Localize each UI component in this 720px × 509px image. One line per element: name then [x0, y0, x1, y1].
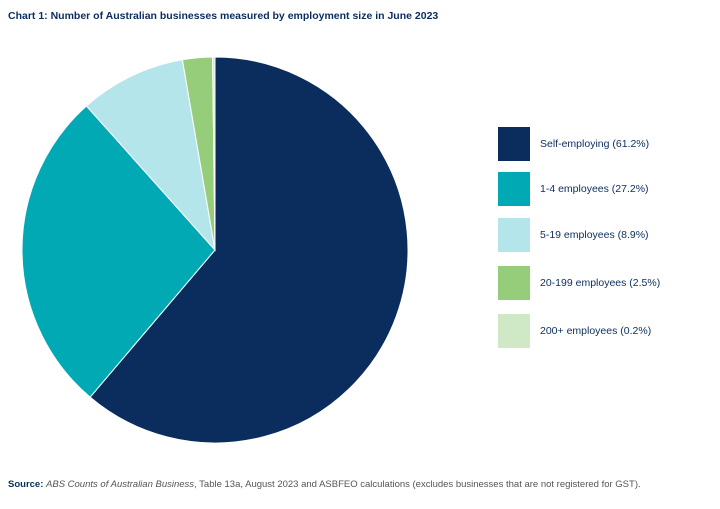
pie-slice: [89, 56, 409, 444]
pie-slice: [21, 105, 216, 398]
source-label: Source:: [8, 479, 44, 490]
source-text: , Table 13a, August 2023 and ASBFEO calc…: [194, 479, 641, 490]
source-note: Source: ABS Counts of Australian Busines…: [8, 476, 708, 494]
legend-label: 1-4 employees (27.2%): [540, 183, 649, 195]
pie-slice: [85, 59, 216, 252]
chart-title: Chart 1: Number of Australian businesses…: [8, 10, 439, 22]
source-title: ABS Counts of Australian Business: [46, 479, 195, 490]
legend-swatch: [498, 314, 530, 348]
legend-label: Self-employing (61.2%): [540, 138, 649, 150]
pie-slice: [212, 56, 216, 251]
legend-label: 20-199 employees (2.5%): [540, 277, 660, 289]
legend-label: 5-19 employees (8.9%): [540, 229, 649, 241]
legend-swatch: [498, 218, 530, 252]
legend-label: 200+ employees (0.2%): [540, 325, 651, 337]
legend-swatch: [498, 266, 530, 300]
legend-swatch: [498, 172, 530, 206]
legend-swatch: [498, 127, 530, 161]
